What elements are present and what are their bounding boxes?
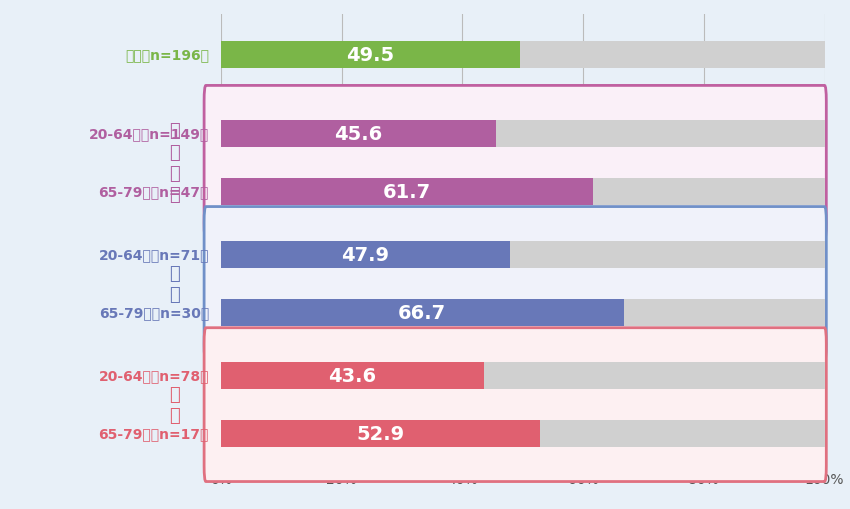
Bar	[496, 121, 824, 148]
Text: 52.9: 52.9	[356, 425, 405, 443]
Text: 層: 層	[169, 165, 179, 183]
Bar	[519, 42, 824, 69]
Text: 61.7: 61.7	[383, 182, 431, 202]
FancyBboxPatch shape	[204, 328, 826, 482]
Text: 年: 年	[169, 122, 179, 140]
Text: 全体（n=196）: 全体（n=196）	[125, 48, 209, 62]
Bar	[593, 178, 824, 206]
Text: 女: 女	[169, 385, 179, 403]
Bar	[510, 241, 824, 269]
Text: 20-64歳（n=149）: 20-64歳（n=149）	[88, 127, 209, 141]
Text: 性: 性	[169, 286, 179, 303]
Text: 43.6: 43.6	[328, 366, 377, 385]
Bar	[221, 362, 484, 389]
Bar	[221, 178, 593, 206]
Text: 49.5: 49.5	[346, 46, 394, 65]
Bar	[541, 420, 824, 447]
Text: 別: 別	[169, 186, 179, 204]
Text: 20-64歳（n=71）: 20-64歳（n=71）	[99, 248, 209, 262]
FancyBboxPatch shape	[204, 86, 826, 240]
Text: 20-64歳（n=78）: 20-64歳（n=78）	[99, 369, 209, 383]
Text: 65-79歳（n=17）: 65-79歳（n=17）	[99, 427, 209, 441]
Text: 45.6: 45.6	[334, 125, 382, 144]
Text: 65-79歳（n=47）: 65-79歳（n=47）	[99, 185, 209, 199]
Text: 65-79歳（n=30）: 65-79歳（n=30）	[99, 306, 209, 320]
Bar	[221, 299, 624, 326]
Text: 男: 男	[169, 264, 179, 282]
Bar	[221, 420, 541, 447]
Text: 47.9: 47.9	[342, 245, 389, 265]
Bar	[221, 121, 496, 148]
Bar	[221, 241, 510, 269]
Text: 性: 性	[169, 407, 179, 425]
Text: 66.7: 66.7	[398, 303, 446, 322]
Bar	[484, 362, 824, 389]
Bar	[624, 299, 824, 326]
Bar	[221, 42, 519, 69]
FancyBboxPatch shape	[204, 207, 826, 361]
Text: 齢: 齢	[169, 144, 179, 161]
